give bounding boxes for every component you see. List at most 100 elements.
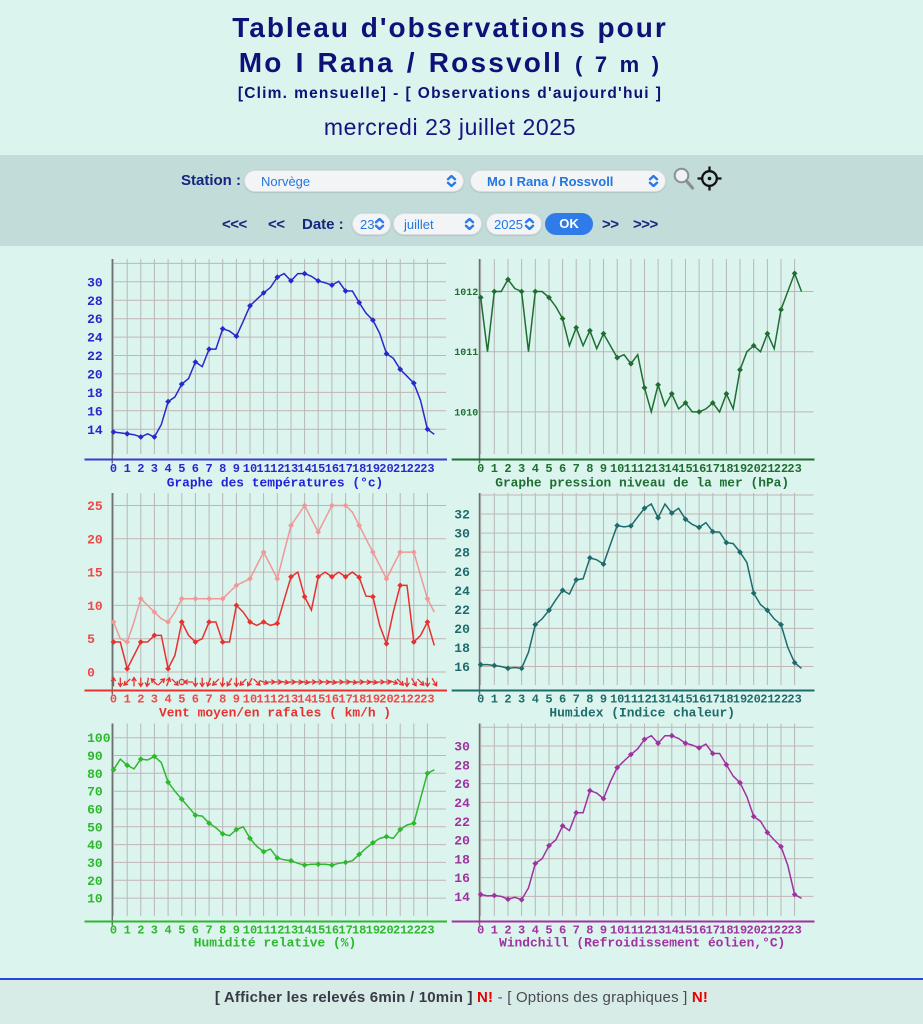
svg-text:0: 0 <box>110 462 117 476</box>
svg-text:12: 12 <box>637 462 651 476</box>
svg-text:3: 3 <box>518 462 525 476</box>
svg-text:12: 12 <box>270 924 284 938</box>
svg-text:16: 16 <box>454 660 470 675</box>
svg-text:1: 1 <box>491 462 498 476</box>
svg-text:16: 16 <box>454 871 470 886</box>
svg-text:21: 21 <box>760 462 774 476</box>
svg-text:30: 30 <box>454 740 470 755</box>
svg-text:22: 22 <box>407 924 421 938</box>
svg-text:0: 0 <box>110 924 117 938</box>
svg-text:20: 20 <box>454 834 470 849</box>
svg-text:7: 7 <box>573 693 580 707</box>
svg-text:20: 20 <box>746 462 760 476</box>
svg-text:1: 1 <box>124 462 131 476</box>
svg-text:10: 10 <box>610 924 624 938</box>
svg-text:8: 8 <box>586 693 593 707</box>
svg-text:28: 28 <box>87 294 103 309</box>
svg-text:16: 16 <box>692 462 706 476</box>
svg-text:4: 4 <box>532 462 539 476</box>
svg-text:18: 18 <box>719 693 733 707</box>
svg-text:18: 18 <box>719 462 733 476</box>
svg-text:5: 5 <box>87 632 95 647</box>
svg-text:5: 5 <box>178 693 185 707</box>
svg-text:10: 10 <box>243 924 257 938</box>
svg-text:19: 19 <box>366 693 380 707</box>
svg-text:21: 21 <box>760 693 774 707</box>
svg-text:4: 4 <box>532 693 539 707</box>
svg-text:10: 10 <box>243 462 257 476</box>
svg-text:20: 20 <box>379 693 393 707</box>
svg-text:10: 10 <box>87 892 103 907</box>
svg-text:2: 2 <box>137 693 144 707</box>
svg-text:13: 13 <box>284 462 298 476</box>
svg-text:23: 23 <box>787 462 801 476</box>
svg-text:1: 1 <box>491 693 498 707</box>
svg-text:24: 24 <box>454 584 470 599</box>
svg-text:7: 7 <box>205 924 212 938</box>
svg-text:3: 3 <box>151 462 158 476</box>
svg-text:4: 4 <box>164 462 171 476</box>
svg-text:5: 5 <box>545 924 552 938</box>
svg-text:21: 21 <box>393 462 407 476</box>
svg-text:16: 16 <box>692 693 706 707</box>
svg-text:22: 22 <box>87 349 103 364</box>
svg-text:11: 11 <box>624 462 638 476</box>
svg-text:7: 7 <box>205 693 212 707</box>
svg-text:23: 23 <box>420 462 434 476</box>
svg-text:25: 25 <box>87 499 103 514</box>
svg-text:5: 5 <box>545 462 552 476</box>
svg-text:4: 4 <box>164 924 171 938</box>
svg-text:16: 16 <box>325 693 339 707</box>
svg-text:16: 16 <box>692 924 706 938</box>
svg-text:7: 7 <box>573 924 580 938</box>
svg-text:8: 8 <box>219 693 226 707</box>
svg-text:17: 17 <box>338 693 352 707</box>
svg-text:0: 0 <box>477 462 484 476</box>
svg-text:13: 13 <box>651 462 665 476</box>
svg-text:12: 12 <box>270 693 284 707</box>
svg-text:19: 19 <box>733 924 747 938</box>
svg-text:1010: 1010 <box>454 408 478 419</box>
svg-text:19: 19 <box>733 693 747 707</box>
svg-text:40: 40 <box>87 838 103 853</box>
svg-text:11: 11 <box>256 693 270 707</box>
svg-text:15: 15 <box>678 693 692 707</box>
svg-text:22: 22 <box>454 603 470 618</box>
svg-text:20: 20 <box>746 924 760 938</box>
svg-text:23: 23 <box>787 693 801 707</box>
svg-text:20: 20 <box>454 622 470 637</box>
svg-text:1: 1 <box>124 924 131 938</box>
svg-text:17: 17 <box>338 462 352 476</box>
svg-text:26: 26 <box>454 565 470 580</box>
svg-text:23: 23 <box>420 924 434 938</box>
svg-text:8: 8 <box>586 924 593 938</box>
svg-text:5: 5 <box>178 462 185 476</box>
svg-text:15: 15 <box>311 924 325 938</box>
svg-text:2: 2 <box>137 462 144 476</box>
svg-text:21: 21 <box>760 924 774 938</box>
svg-text:22: 22 <box>774 693 788 707</box>
svg-text:28: 28 <box>454 546 470 561</box>
svg-text:20: 20 <box>87 874 103 889</box>
svg-text:20: 20 <box>746 693 760 707</box>
svg-text:13: 13 <box>284 924 298 938</box>
svg-text:17: 17 <box>706 924 720 938</box>
svg-text:2: 2 <box>137 924 144 938</box>
svg-text:Humidité relative (%): Humidité relative (%) <box>194 936 356 951</box>
svg-text:23: 23 <box>420 693 434 707</box>
svg-text:9: 9 <box>600 462 607 476</box>
svg-text:19: 19 <box>733 462 747 476</box>
svg-text:1011: 1011 <box>454 348 478 359</box>
svg-text:Graphe pression niveau de la m: Graphe pression niveau de la mer (hPa) <box>495 476 789 491</box>
svg-text:15: 15 <box>678 462 692 476</box>
svg-text:Humidex (Indice chaleur): Humidex (Indice chaleur) <box>549 706 735 721</box>
svg-text:24: 24 <box>87 331 103 346</box>
svg-text:9: 9 <box>600 693 607 707</box>
svg-text:19: 19 <box>366 462 380 476</box>
svg-text:12: 12 <box>637 924 651 938</box>
svg-text:18: 18 <box>352 693 366 707</box>
svg-text:3: 3 <box>151 693 158 707</box>
svg-text:18: 18 <box>87 386 103 401</box>
svg-text:8: 8 <box>219 462 226 476</box>
svg-text:14: 14 <box>297 924 311 938</box>
